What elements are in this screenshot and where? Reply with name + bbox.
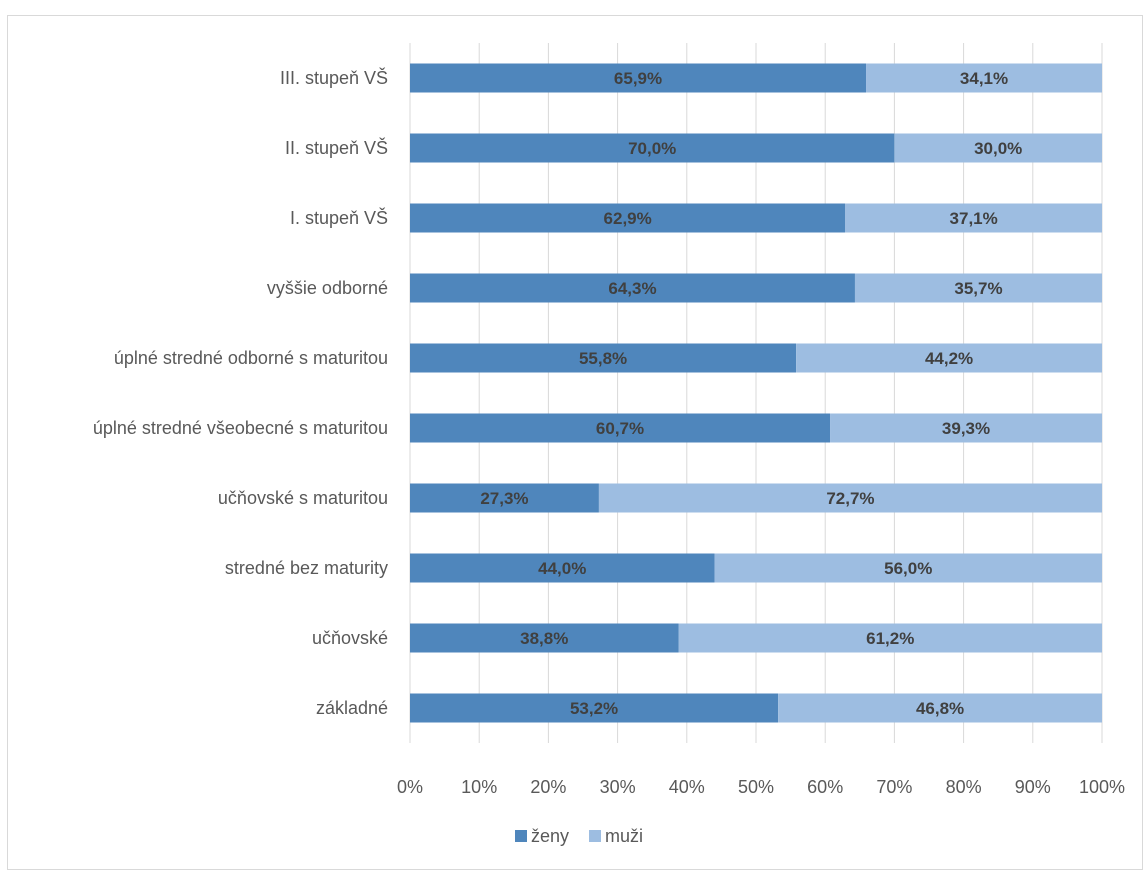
bar-segment-muzi — [830, 413, 1102, 443]
x-tick-label: 60% — [807, 777, 843, 797]
category-labels: III. stupeň VŠ II. stupeň VŠ I. stupeň VŠ v… — [93, 67, 388, 718]
bars: 65,9% 34,1% 70,0% 30,0% 62,9% 37,1% 64,3% 35,7%… — [410, 63, 1102, 723]
x-tick-label: 30% — [600, 777, 636, 797]
bar-segment-muzi — [845, 203, 1102, 233]
bar-segment-zeny — [410, 623, 679, 653]
data-label: 60,7% — [596, 419, 644, 438]
data-label: 46,8% — [916, 699, 964, 718]
category-label: stredné bez maturity — [225, 558, 388, 578]
category-label: I. stupeň VŠ — [290, 207, 388, 228]
x-axis-ticks: 0% 10% 20% 30% 40% 50% 60% 70% 80% 90% 100% — [397, 777, 1125, 797]
data-label: 38,8% — [520, 629, 568, 648]
bar-segment-zeny — [410, 343, 797, 373]
bar-segment-muzi — [866, 63, 1102, 93]
bar-segment-zeny — [410, 273, 855, 303]
data-label: 44,0% — [538, 559, 586, 578]
x-tick-label: 70% — [876, 777, 912, 797]
x-tick-label: 0% — [397, 777, 423, 797]
bar-segment-muzi — [796, 343, 1102, 373]
data-label: 39,3% — [942, 419, 990, 438]
data-label: 53,2% — [570, 699, 618, 718]
bar-segment-muzi — [854, 273, 1102, 303]
data-label: 35,7% — [954, 279, 1002, 298]
category-label: učňovské s maturitou — [218, 488, 388, 508]
bar-segment-zeny — [410, 693, 779, 723]
legend-label: muži — [605, 826, 643, 846]
data-label: 37,1% — [950, 209, 998, 228]
category-label: základné — [316, 698, 388, 718]
category-label: učňovské — [312, 628, 388, 648]
bar-segment-zeny — [410, 483, 599, 513]
bar-segment-zeny — [410, 553, 715, 583]
category-label: III. stupeň VŠ — [280, 67, 388, 88]
bar-segment-muzi — [778, 693, 1102, 723]
data-label: 64,3% — [608, 279, 656, 298]
x-tick-label: 20% — [530, 777, 566, 797]
data-label: 56,0% — [884, 559, 932, 578]
data-label: 27,3% — [480, 489, 528, 508]
x-tick-label: 80% — [946, 777, 982, 797]
data-label: 70,0% — [628, 139, 676, 158]
legend-swatch — [589, 830, 601, 842]
bar-segment-zeny — [410, 413, 831, 443]
category-label: úplné stredné všeobecné s maturitou — [93, 418, 388, 438]
data-label: 61,2% — [866, 629, 914, 648]
data-label: 30,0% — [974, 139, 1022, 158]
data-label: 65,9% — [614, 69, 662, 88]
category-label: II. stupeň VŠ — [285, 137, 388, 158]
category-label: vyššie odborné — [267, 278, 388, 298]
data-label: 55,8% — [579, 349, 627, 368]
bar-segment-muzi — [598, 483, 1102, 513]
legend-swatch — [515, 830, 527, 842]
bar-segment-zeny — [410, 133, 895, 163]
x-tick-label: 50% — [738, 777, 774, 797]
bar-segment-zeny — [410, 63, 867, 93]
x-tick-label: 10% — [461, 777, 497, 797]
x-tick-label: 100% — [1079, 777, 1125, 797]
data-label: 44,2% — [925, 349, 973, 368]
data-label: 62,9% — [604, 209, 652, 228]
x-tick-label: 90% — [1015, 777, 1051, 797]
data-label: 72,7% — [826, 489, 874, 508]
bar-segment-muzi — [894, 133, 1102, 163]
bar-segment-muzi — [678, 623, 1102, 653]
category-label: úplné stredné odborné s maturitou — [114, 348, 388, 368]
bar-segment-zeny — [410, 203, 846, 233]
legend: ženy muži — [515, 826, 643, 846]
x-tick-label: 40% — [669, 777, 705, 797]
legend-label: ženy — [531, 826, 569, 846]
bar-segment-muzi — [714, 553, 1102, 583]
data-label: 34,1% — [960, 69, 1008, 88]
